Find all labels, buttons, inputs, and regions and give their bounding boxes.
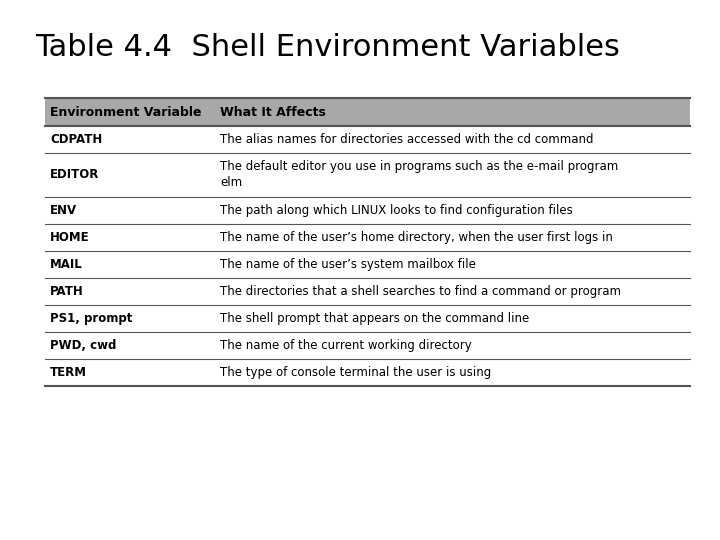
- Text: ENV: ENV: [50, 204, 77, 217]
- Bar: [45, 126, 690, 153]
- Text: The type of console terminal the user is using: The type of console terminal the user is…: [220, 366, 491, 379]
- Text: The name of the user’s home directory, when the user first logs in: The name of the user’s home directory, w…: [220, 231, 613, 244]
- Text: Table 4.4  Shell Environment Variables: Table 4.4 Shell Environment Variables: [35, 33, 620, 62]
- Text: HOME: HOME: [50, 231, 89, 244]
- Bar: [45, 224, 690, 251]
- Text: The name of the current working directory: The name of the current working director…: [220, 339, 472, 352]
- Text: Environment Variable: Environment Variable: [50, 105, 202, 118]
- Text: What It Affects: What It Affects: [220, 105, 326, 118]
- Text: PATH: PATH: [50, 285, 84, 298]
- Text: PS1, prompt: PS1, prompt: [50, 312, 132, 325]
- Bar: [45, 278, 690, 305]
- Text: elm: elm: [220, 177, 242, 190]
- Bar: [45, 197, 690, 224]
- Text: The path along which LINUX looks to find configuration files: The path along which LINUX looks to find…: [220, 204, 572, 217]
- Bar: [45, 153, 690, 197]
- Text: EDITOR: EDITOR: [50, 168, 99, 181]
- Text: CDPATH: CDPATH: [50, 133, 102, 146]
- Text: MAIL: MAIL: [50, 258, 83, 271]
- Bar: [45, 98, 690, 126]
- Bar: [45, 359, 690, 386]
- Text: The directories that a shell searches to find a command or program: The directories that a shell searches to…: [220, 285, 621, 298]
- Bar: [45, 305, 690, 332]
- Bar: [45, 251, 690, 278]
- Text: The alias names for directories accessed with the cd command: The alias names for directories accessed…: [220, 133, 593, 146]
- Text: The name of the user’s system mailbox file: The name of the user’s system mailbox fi…: [220, 258, 476, 271]
- Text: TERM: TERM: [50, 366, 87, 379]
- Bar: [45, 332, 690, 359]
- Text: The shell prompt that appears on the command line: The shell prompt that appears on the com…: [220, 312, 529, 325]
- Text: PWD, cwd: PWD, cwd: [50, 339, 117, 352]
- Text: The default editor you use in programs such as the e-mail program: The default editor you use in programs s…: [220, 160, 618, 173]
